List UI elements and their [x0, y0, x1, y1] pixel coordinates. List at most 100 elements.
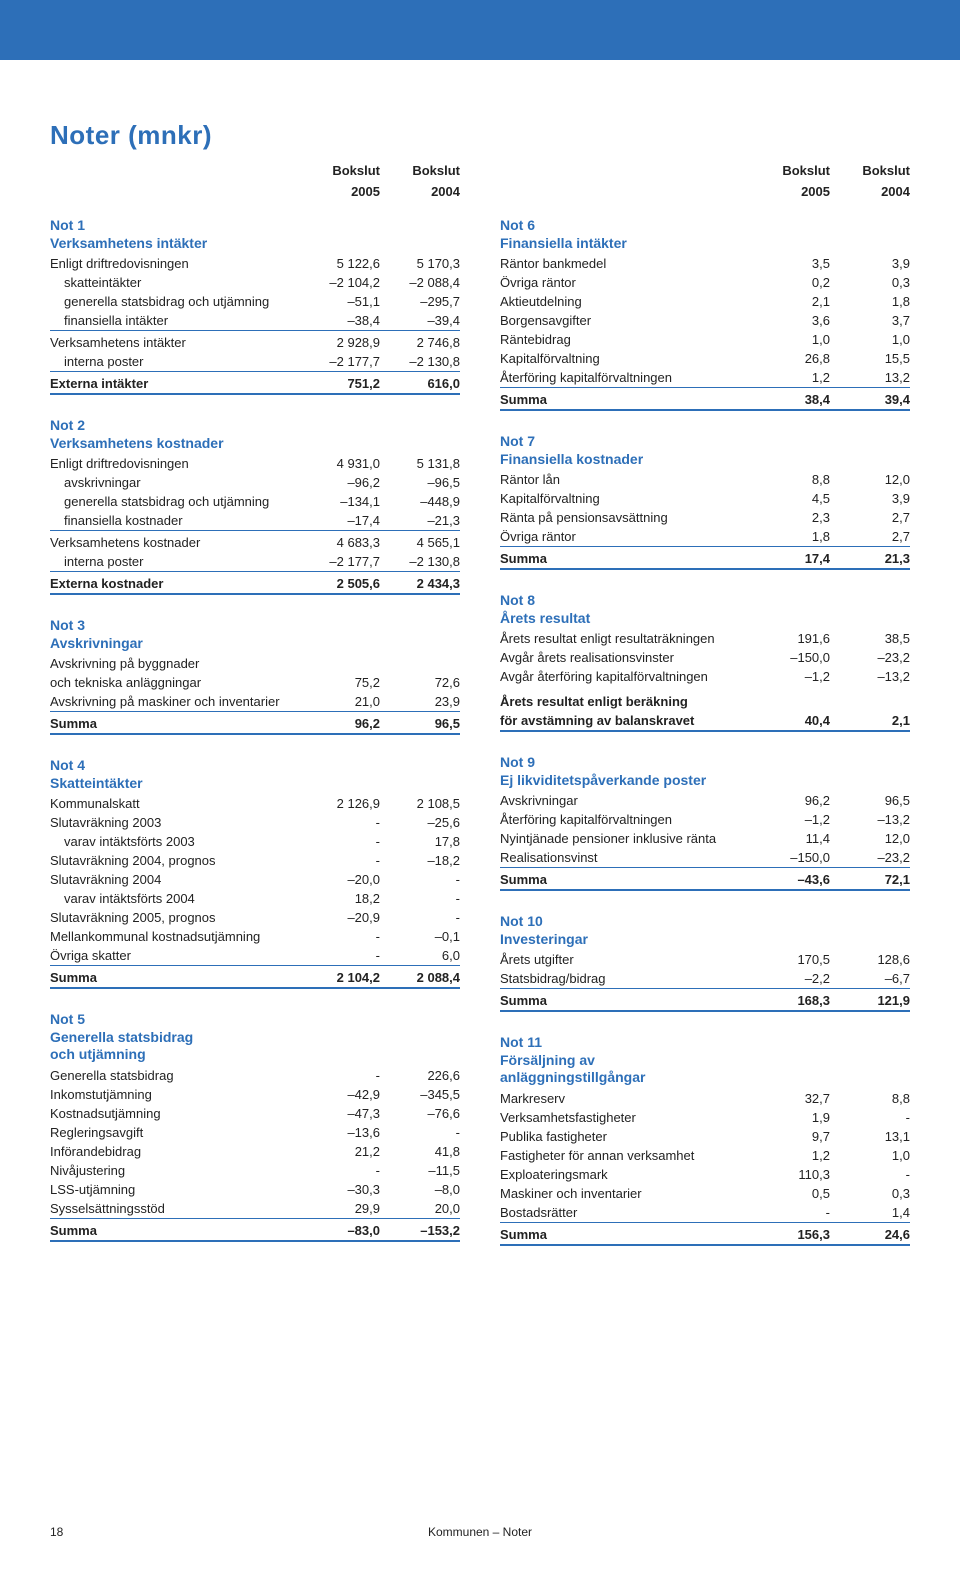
- table-row: Övriga skatter-6,0: [50, 946, 460, 966]
- row-label: Aktieutdelning: [500, 292, 750, 311]
- row-label: Enligt driftredovisningen: [50, 254, 300, 273]
- table-row: Övriga räntor1,82,7: [500, 527, 910, 547]
- row-val: –25,6: [380, 813, 460, 832]
- table-row: interna poster–2 177,7–2 130,8: [50, 552, 460, 572]
- sum-label: Summa: [500, 1222, 750, 1245]
- table-row: Enligt driftredovisningen4 931,05 131,8: [50, 454, 460, 473]
- table-row: Borgensavgifter3,63,7: [500, 311, 910, 330]
- row-label: Övriga skatter: [50, 946, 300, 966]
- row-val: 0,3: [830, 1184, 910, 1203]
- row-label: Verksamhetsfastigheter: [500, 1108, 750, 1127]
- row-val: 26,8: [750, 349, 830, 368]
- table-row: Räntebidrag1,01,0: [500, 330, 910, 349]
- section-title: Not 6Finansiella intäkter: [500, 201, 910, 254]
- row-val: -: [380, 908, 460, 927]
- row-label: Sysselsättningsstöd: [50, 1199, 300, 1219]
- col-header: 2005: [750, 180, 830, 201]
- table-row: varav intäktsförts 200418,2-: [50, 889, 460, 908]
- row-label: interna poster: [50, 552, 300, 572]
- row-label: Avskrivningar: [500, 791, 750, 810]
- not3-rows: Avskrivning på byggnaderoch tekniska anl…: [50, 654, 460, 712]
- row-label: och tekniska anläggningar: [50, 673, 300, 692]
- col-header: 2004: [830, 180, 910, 201]
- table-row: Regleringsavgift–13,6-: [50, 1123, 460, 1142]
- table-row: LSS-utjämning–30,3–8,0: [50, 1180, 460, 1199]
- row-label: Slutavräkning 2003: [50, 813, 300, 832]
- row-val: –134,1: [300, 492, 380, 511]
- row-val: 0,3: [830, 273, 910, 292]
- row-val: 128,6: [830, 950, 910, 969]
- sum-val: 2,1: [830, 711, 910, 731]
- table-row: Sysselsättningsstöd29,920,0: [50, 1199, 460, 1219]
- footer: 18 Kommunen – Noter: [50, 1525, 910, 1539]
- table-row: Enligt driftredovisningen5 122,65 170,3: [50, 254, 460, 273]
- not1-rows: Enligt driftredovisningen5 122,65 170,3s…: [50, 254, 460, 331]
- section-title: Not 1Verksamhetens intäkter: [50, 201, 460, 254]
- table-row: generella statsbidrag och utjämning–51,1…: [50, 292, 460, 311]
- row-val: 170,5: [750, 950, 830, 969]
- table-row: Årets resultat enligt resultaträkningen1…: [500, 629, 910, 648]
- row-val: –150,0: [750, 848, 830, 868]
- row-val: 1,0: [830, 330, 910, 349]
- row-val: 9,7: [750, 1127, 830, 1146]
- row-val: 15,5: [830, 349, 910, 368]
- row-val: -: [300, 1066, 380, 1085]
- row-label: Verksamhetens intäkter: [50, 331, 300, 353]
- table-row: avskrivningar–96,2–96,5: [50, 473, 460, 492]
- row-label: Slutavräkning 2004, prognos: [50, 851, 300, 870]
- table-row: varav intäktsförts 2003-17,8: [50, 832, 460, 851]
- sum-val: 21,3: [830, 547, 910, 570]
- table-row: Avgår återföring kapitalförvaltningen–1,…: [500, 667, 910, 686]
- row-label: finansiella kostnader: [50, 511, 300, 531]
- sum-val: 2 434,3: [380, 572, 460, 595]
- row-val: 17,8: [380, 832, 460, 851]
- section-title: Not 2Verksamhetens kostnader: [50, 401, 460, 454]
- row-label: Generella statsbidrag: [50, 1066, 300, 1085]
- sum-val: –43,6: [750, 868, 830, 891]
- row-val: –2 130,8: [380, 552, 460, 572]
- table-row: Återföring kapitalförvaltningen1,213,2: [500, 368, 910, 388]
- row-label: Nivåjustering: [50, 1161, 300, 1180]
- sum-val: 168,3: [750, 989, 830, 1012]
- row-val: 2,7: [830, 527, 910, 547]
- table-row: finansiella kostnader–17,4–21,3: [50, 511, 460, 531]
- not2-mid: Verksamhetens kostnader4 683,34 565,1int…: [50, 531, 460, 572]
- sum-val: 2 104,2: [300, 966, 380, 989]
- not10-rows: Årets utgifter170,5128,6Statsbidrag/bidr…: [500, 950, 910, 989]
- row-val: 6,0: [380, 946, 460, 966]
- row-val: –23,2: [830, 648, 910, 667]
- table-row: Exploateringsmark110,3-: [500, 1165, 910, 1184]
- left-table: Bokslut Bokslut 2005 2004 Not 1Verksamhe…: [50, 159, 460, 1248]
- table-row: Generella statsbidrag-226,6: [50, 1066, 460, 1085]
- row-label: Kostnadsutjämning: [50, 1104, 300, 1123]
- row-val: 226,6: [380, 1066, 460, 1085]
- sum-val: 2 505,6: [300, 572, 380, 595]
- row-val: –17,4: [300, 511, 380, 531]
- row-label: Nyintjänade pensioner inklusive ränta: [500, 829, 750, 848]
- row-val: –23,2: [830, 848, 910, 868]
- row-val: –39,4: [380, 311, 460, 331]
- table-row: generella statsbidrag och utjämning–134,…: [50, 492, 460, 511]
- row-label: Avskrivning på byggnader: [50, 654, 300, 673]
- section-title: Not 11Försäljning avanläggningstillgånga…: [500, 1018, 910, 1089]
- row-label: Årets utgifter: [500, 950, 750, 969]
- table-row: Kostnadsutjämning–47,3–76,6: [50, 1104, 460, 1123]
- row-val: –96,5: [380, 473, 460, 492]
- row-label: Borgensavgifter: [500, 311, 750, 330]
- table-row: Nyintjänade pensioner inklusive ränta11,…: [500, 829, 910, 848]
- section-title: Not 5Generella statsbidragoch utjämning: [50, 995, 460, 1066]
- footer-section: Kommunen – Noter: [428, 1525, 532, 1539]
- sum-val: 96,2: [300, 712, 380, 735]
- row-val: 2,1: [750, 292, 830, 311]
- row-val: -: [300, 946, 380, 966]
- row-label: Övriga räntor: [500, 273, 750, 292]
- row-val: 2 928,9: [300, 331, 380, 353]
- sum-label: Summa: [500, 989, 750, 1012]
- row-val: –2 177,7: [300, 552, 380, 572]
- row-label: Slutavräkning 2004: [50, 870, 300, 889]
- row-label: avskrivningar: [50, 473, 300, 492]
- section-title: Not 4Skatteintäkter: [50, 741, 460, 794]
- not8-rows: Årets resultat enligt resultaträkningen1…: [500, 629, 910, 686]
- row-val: 0,2: [750, 273, 830, 292]
- row-val: 11,4: [750, 829, 830, 848]
